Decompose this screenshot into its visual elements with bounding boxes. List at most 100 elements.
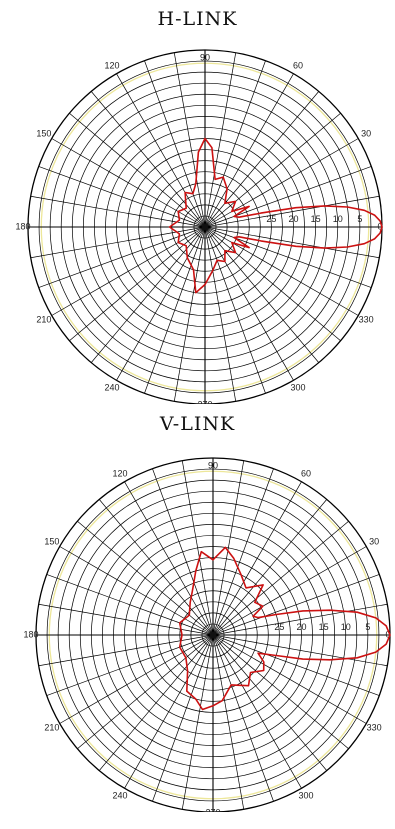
radial-tick-label: 10 — [333, 214, 343, 224]
radial-tick-label: 25 — [266, 214, 276, 224]
grid-spoke — [204, 112, 341, 228]
grid-spoke — [98, 499, 214, 636]
grid-spoke — [212, 499, 328, 636]
grid-spoke — [212, 481, 302, 636]
grid-spoke — [212, 468, 274, 636]
grid-spoke — [124, 634, 214, 789]
pattern-series — [178, 546, 391, 711]
grid-spoke — [204, 226, 380, 259]
grid-spoke — [212, 634, 367, 724]
angle-tick-label: 270 — [205, 807, 220, 812]
grid-spoke — [204, 226, 359, 316]
grid-spoke — [204, 91, 320, 228]
grid-spoke — [212, 634, 328, 771]
radial-tick-label: 20 — [296, 622, 306, 632]
radial-tick-label: 25 — [274, 622, 284, 632]
angle-tick-label: 150 — [36, 128, 51, 138]
origin-marker — [210, 632, 216, 638]
angle-tick-label: 90 — [208, 460, 218, 470]
grid-spoke — [204, 60, 266, 228]
radial-tick-label: 20 — [288, 214, 298, 224]
grid-spoke — [173, 52, 206, 228]
angle-tick-label: 210 — [44, 722, 59, 732]
chart-title-v-link: V-LINK — [159, 413, 236, 435]
grid-spoke — [204, 52, 237, 228]
radial-tick-label: 10 — [341, 622, 351, 632]
grid-spoke — [144, 60, 206, 228]
grid-spoke — [38, 634, 214, 667]
grid-spoke — [204, 226, 237, 402]
grid-spoke — [204, 226, 372, 288]
grid-spoke — [181, 460, 214, 636]
angle-tick-label: 300 — [298, 790, 313, 800]
angle-tick-label: 210 — [36, 314, 51, 324]
grid-spoke — [204, 226, 320, 363]
grid-spoke — [212, 634, 274, 802]
grid-spoke — [116, 73, 206, 228]
radial-tick-label: 5 — [357, 214, 362, 224]
angle-tick-label: 330 — [367, 722, 382, 732]
angle-tick-label: 60 — [293, 60, 303, 70]
polar-chart-h-link: 0 30 60 90 120 150 180 210 240 270 300 330 5 10 15 20 25 — [15, 49, 383, 404]
grid-spoke — [152, 634, 214, 802]
grid-spoke — [38, 166, 206, 228]
radial-tick-label: 15 — [319, 622, 329, 632]
grid-spoke — [212, 520, 349, 636]
grid-spoke — [212, 546, 367, 636]
grid-spoke — [69, 226, 206, 342]
grid-spoke — [51, 226, 206, 316]
angle-tick-label: 150 — [44, 536, 59, 546]
angle-tick-label: 240 — [104, 382, 119, 392]
angle-tick-label: 180 — [15, 221, 30, 231]
angle-tick-label: 30 — [369, 536, 379, 546]
grid-spoke — [69, 112, 206, 228]
grid-spoke — [38, 226, 206, 288]
grid-spoke — [59, 634, 214, 724]
grid-spoke — [46, 634, 214, 696]
grid-spoke — [77, 634, 214, 750]
grid-spoke — [212, 460, 245, 636]
angle-tick-label: 270 — [197, 399, 212, 404]
grid-spoke — [173, 226, 206, 402]
angle-tick-label: 180 — [23, 629, 38, 639]
grid-spoke — [51, 138, 206, 228]
angle-tick-label: 60 — [301, 468, 311, 478]
grid-spoke — [204, 73, 294, 228]
grid-spoke — [204, 226, 266, 394]
grid-spoke — [204, 138, 359, 228]
origin-marker — [202, 224, 208, 230]
grid-spoke — [204, 226, 294, 381]
radial-tick-label: 15 — [311, 214, 321, 224]
angle-tick-label: 90 — [200, 52, 210, 62]
angle-tick-label: 30 — [361, 128, 371, 138]
grid-spoke — [98, 634, 214, 771]
grid-spoke — [212, 634, 349, 750]
grid-spoke — [152, 468, 214, 636]
angle-tick-label: 330 — [359, 314, 374, 324]
angle-tick-label: 300 — [290, 382, 305, 392]
grid-spoke — [46, 574, 214, 636]
grid-spoke — [116, 226, 206, 381]
grid-spoke — [77, 520, 214, 636]
chart-title-h-link: H-LINK — [157, 8, 238, 30]
pattern-series — [168, 137, 383, 294]
grid-spoke — [204, 226, 341, 342]
grid-spoke — [212, 634, 388, 667]
angle-tick-label: 0 — [385, 629, 390, 639]
grid-spoke — [144, 226, 206, 394]
grid-spoke — [212, 634, 245, 810]
radial-tick-label: 5 — [365, 622, 370, 632]
polar-chart-v-link: 0 30 60 90 120 150 180 210 240 270 300 330 5 10 15 20 25 — [23, 457, 391, 812]
grid-spoke — [124, 481, 214, 636]
grid-spoke — [204, 166, 372, 228]
grid-spoke — [204, 195, 380, 228]
grid-spoke — [212, 574, 380, 636]
grid-spoke — [212, 634, 302, 789]
angle-tick-label: 120 — [112, 468, 127, 478]
angle-tick-label: 240 — [112, 790, 127, 800]
grid-spoke — [212, 603, 388, 636]
grid-spoke — [181, 634, 214, 810]
grid-spoke — [38, 603, 214, 636]
angle-tick-label: 120 — [104, 60, 119, 70]
angle-tick-label: 0 — [377, 221, 382, 231]
